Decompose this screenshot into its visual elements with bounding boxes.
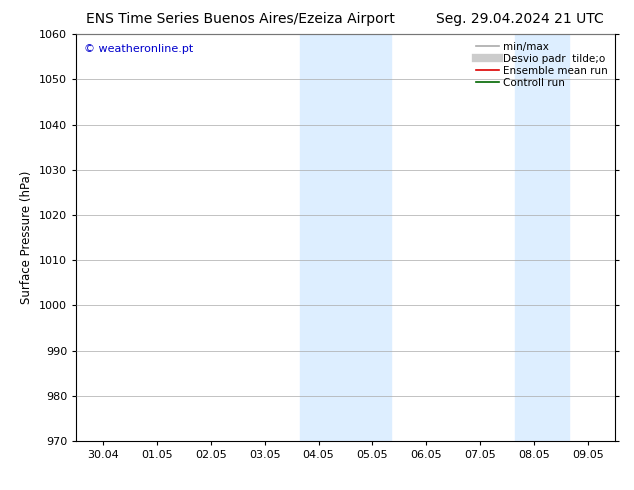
Text: © weatheronline.pt: © weatheronline.pt [84, 45, 193, 54]
Bar [515, 34, 569, 441]
Legend: min/max, Desvio padr  tilde;o, Ensemble mean run, Controll run: min/max, Desvio padr tilde;o, Ensemble m… [474, 40, 610, 90]
Bar [300, 34, 391, 441]
Text: ENS Time Series Buenos Aires/Ezeiza Airport: ENS Time Series Buenos Aires/Ezeiza Airp… [86, 12, 396, 26]
Y-axis label: Surface Pressure (hPa): Surface Pressure (hPa) [20, 171, 34, 304]
Text: Seg. 29.04.2024 21 UTC: Seg. 29.04.2024 21 UTC [436, 12, 604, 26]
